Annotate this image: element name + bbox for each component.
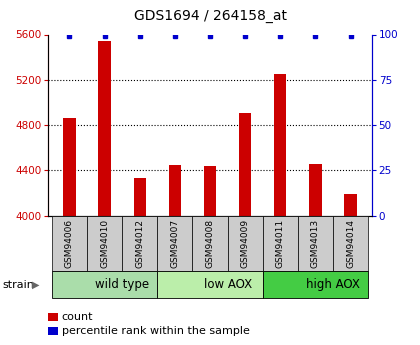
Bar: [274, 74, 286, 216]
Text: GDS1694 / 264158_at: GDS1694 / 264158_at: [134, 9, 286, 22]
Bar: [63, 118, 76, 216]
Text: low AOX: low AOX: [204, 278, 252, 291]
Text: ▶: ▶: [32, 280, 40, 289]
Bar: [263, 216, 298, 271]
Bar: [298, 216, 333, 271]
Bar: [157, 271, 263, 298]
Text: GSM94011: GSM94011: [276, 219, 285, 268]
Bar: [263, 271, 368, 298]
Bar: [98, 41, 111, 216]
Bar: [239, 112, 251, 216]
Bar: [87, 216, 122, 271]
Bar: [228, 216, 263, 271]
Text: GSM94010: GSM94010: [100, 219, 109, 268]
Bar: [52, 271, 157, 298]
Bar: [134, 178, 146, 216]
Bar: [157, 216, 192, 271]
Text: high AOX: high AOX: [306, 278, 360, 291]
Text: strain: strain: [2, 280, 34, 289]
Text: GSM94013: GSM94013: [311, 219, 320, 268]
Text: GSM94008: GSM94008: [205, 219, 215, 268]
Text: GSM94012: GSM94012: [135, 219, 144, 268]
Bar: [333, 216, 368, 271]
Bar: [169, 165, 181, 216]
Bar: [204, 166, 216, 216]
Text: count: count: [62, 312, 93, 322]
Bar: [192, 216, 228, 271]
Bar: [122, 216, 157, 271]
Bar: [309, 164, 322, 216]
Text: GSM94014: GSM94014: [346, 219, 355, 268]
Text: GSM94006: GSM94006: [65, 219, 74, 268]
Text: percentile rank within the sample: percentile rank within the sample: [62, 326, 249, 336]
Bar: [52, 216, 87, 271]
Text: wild type: wild type: [95, 278, 149, 291]
Text: GSM94007: GSM94007: [171, 219, 179, 268]
Bar: [344, 194, 357, 216]
Text: GSM94009: GSM94009: [241, 219, 249, 268]
